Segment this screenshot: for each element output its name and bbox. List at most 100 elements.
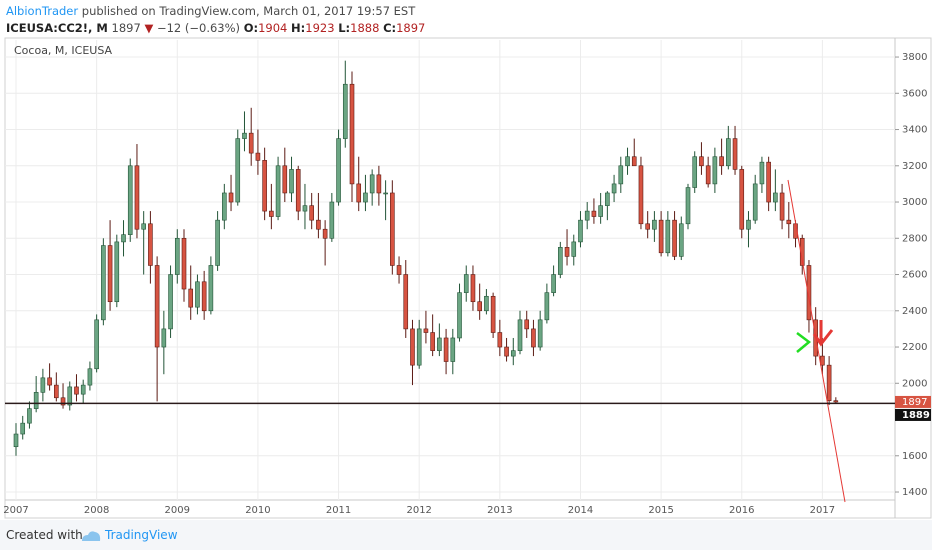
candles [13, 60, 839, 456]
footer: Created with TradingView [0, 520, 932, 550]
candle-body [316, 219, 321, 230]
candle-body [779, 192, 785, 221]
candle-body [504, 346, 509, 357]
candle-body [322, 228, 328, 239]
candle-body [363, 192, 368, 203]
candle-body [497, 332, 503, 348]
candle-body [598, 205, 603, 217]
candle-body [537, 319, 543, 348]
candle-body [174, 237, 180, 275]
x-tick-label: 2007 [3, 505, 28, 516]
o-label: O: [243, 21, 259, 35]
candle-body [564, 247, 570, 257]
candle-body [349, 83, 355, 185]
candle-body [94, 319, 99, 370]
candle-body [806, 265, 812, 321]
chart-title: Cocoa, M, ICEUSA [14, 44, 113, 57]
candle-body [652, 219, 657, 230]
candle-body [255, 152, 261, 161]
l-label: L: [338, 21, 351, 35]
candle-body [342, 83, 348, 139]
candle-body [390, 192, 395, 266]
candle-body [732, 138, 738, 170]
candle-body [591, 210, 597, 217]
candle-body [423, 328, 429, 333]
candle-body [101, 245, 106, 321]
header-line-2: ICEUSA:CC2!, M 1897 ▼ −12 (−0.63%) O:190… [6, 20, 425, 37]
candle-body [739, 169, 745, 230]
x-tick-label: 2010 [245, 505, 270, 516]
x-tick-label: 2008 [84, 505, 109, 516]
y-tick-label: 1400 [902, 487, 927, 498]
candle-body [60, 397, 66, 406]
candle-body [410, 328, 415, 366]
candle-body [195, 281, 200, 308]
x-tick-label: 2017 [810, 505, 835, 516]
candle-body [524, 319, 530, 330]
candle-body [578, 219, 583, 243]
candle-body [188, 288, 194, 308]
candle-body [242, 132, 247, 139]
candle-body [168, 274, 173, 330]
c-value: 1897 [396, 21, 426, 35]
candle-body [611, 183, 617, 194]
candle-body [746, 219, 751, 230]
candle-body [161, 328, 167, 348]
y-tick-label: 3200 [902, 161, 927, 172]
candle-body [786, 219, 792, 225]
candle-body [376, 174, 382, 194]
candle-body [121, 234, 126, 243]
candle-body [672, 219, 677, 257]
y-tick-label: 1600 [902, 451, 927, 462]
candle-body [571, 241, 577, 257]
change: −12 (−0.63%) [156, 21, 241, 35]
candle-body [222, 192, 227, 221]
chart: Cocoa, M, ICEUSA 1400 1600 2000 2200 2400 260… [3, 37, 932, 519]
candle-body [826, 364, 832, 401]
y-tick-label: 3600 [902, 88, 927, 99]
candle-body [309, 205, 314, 221]
candle-body [430, 332, 435, 351]
candle-body [329, 201, 335, 239]
c-label: C: [383, 21, 397, 35]
candle-body [403, 274, 409, 330]
candle-body [719, 156, 724, 167]
candle-body [484, 295, 489, 312]
candle-body [127, 165, 133, 235]
candle-body [712, 156, 718, 185]
candle-body [269, 210, 274, 217]
published: published on TradingView.com, March 01, … [81, 4, 416, 18]
candle-body [558, 247, 563, 275]
candle-body [678, 223, 684, 257]
x-tick-label: 2014 [568, 505, 593, 516]
candle-body [416, 328, 422, 366]
level-label: 1889 [902, 410, 930, 421]
candle-body [228, 192, 234, 203]
candle-body [80, 384, 86, 395]
candle-body [531, 328, 536, 348]
brand: TradingView [105, 528, 178, 542]
candle-body [282, 165, 288, 194]
candle-body [766, 161, 771, 203]
candle-body [107, 245, 113, 303]
x-tick-label: 2011 [326, 505, 351, 516]
candle-body [114, 241, 120, 303]
x-tick-label: 2015 [648, 505, 673, 516]
x-tick-label: 2016 [729, 505, 754, 516]
x-tick-label: 2013 [487, 505, 512, 516]
candle-body [658, 219, 664, 254]
candle-body [336, 138, 341, 203]
y-tick-label: 2200 [902, 342, 927, 353]
x-tick-label: 2009 [165, 505, 190, 516]
candle-body [87, 368, 93, 386]
candle-body [705, 165, 711, 185]
y-tick-label: 3400 [902, 125, 927, 136]
x-tick-label: 2012 [406, 505, 431, 516]
candle-body [302, 205, 308, 212]
candle-body [645, 223, 650, 230]
candle-body [141, 223, 146, 230]
candle-body [154, 265, 160, 348]
y-tick-label: 3000 [902, 197, 927, 208]
candle-body [148, 223, 153, 266]
candle-body [450, 337, 456, 362]
